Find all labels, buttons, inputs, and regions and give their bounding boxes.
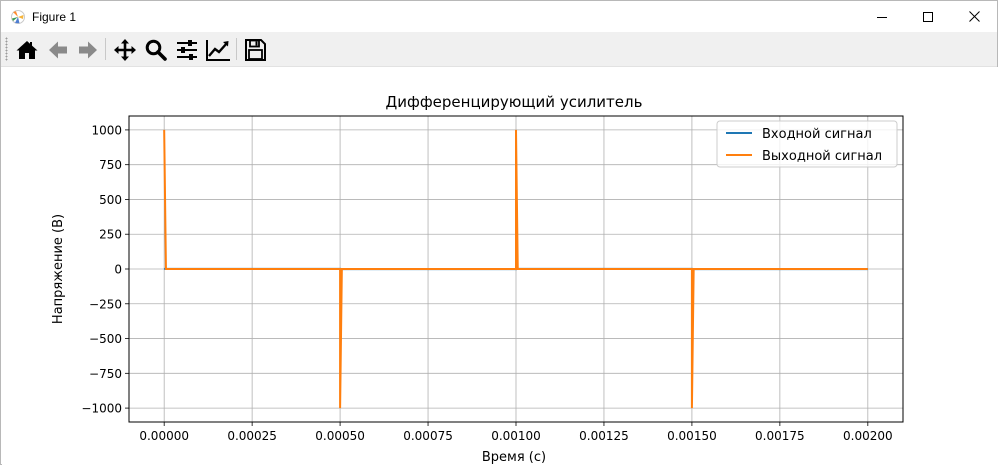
y-tick-label: 750: [99, 158, 122, 172]
close-icon: [969, 11, 980, 22]
minimize-button[interactable]: [859, 1, 905, 32]
y-tick-label: 1000: [91, 123, 122, 137]
maximize-icon: [923, 12, 933, 22]
y-tick-label: −1000: [81, 402, 122, 416]
y-axis-label: Напряжение (В): [51, 214, 66, 324]
save-button[interactable]: [242, 37, 268, 63]
edit-axis-button[interactable]: [205, 37, 231, 63]
toolbar-separator: [105, 38, 106, 60]
close-button[interactable]: [951, 1, 997, 32]
x-tick-label: 0.00175: [755, 429, 805, 443]
sliders-icon: [175, 38, 199, 62]
legend-label-1: Выходной сигнал: [762, 149, 882, 164]
navigation-toolbar: [1, 32, 997, 67]
toolbar-separator: [236, 38, 237, 60]
x-tick-label: 0.00200: [843, 429, 893, 443]
x-tick-label: 0.00025: [227, 429, 277, 443]
back-button[interactable]: [45, 37, 71, 63]
home-icon: [15, 38, 39, 62]
chart-title: Дифференцирующий усилитель: [386, 93, 643, 111]
x-tick-label: 0.00050: [315, 429, 365, 443]
y-axis: 1000 750 500 250 0 −250 −500 −750 −1000: [81, 123, 129, 415]
x-tick-label: 0.00075: [403, 429, 453, 443]
chart-svg[interactable]: Дифференцирующий усилитель 0.00000 0.0002…: [2, 67, 998, 466]
minimize-icon: [877, 12, 887, 22]
x-axis-label: Время (с): [482, 450, 546, 465]
y-tick-label: 250: [99, 228, 122, 242]
zoom-button[interactable]: [143, 37, 169, 63]
legend: Входной сигнал Выходной сигнал: [717, 121, 897, 167]
y-tick-label: −750: [89, 367, 122, 381]
y-tick-label: −250: [89, 297, 122, 311]
maximize-button[interactable]: [905, 1, 951, 32]
arrow-right-icon: [76, 38, 100, 62]
window-title: Figure 1: [32, 10, 76, 24]
y-tick-label: 0: [114, 263, 122, 277]
window-controls: [859, 1, 997, 32]
pan-button[interactable]: [112, 37, 138, 63]
figure-canvas[interactable]: Дифференцирующий усилитель 0.00000 0.0002…: [2, 67, 998, 466]
legend-label-0: Входной сигнал: [762, 127, 872, 142]
x-tick-label: 0.00125: [579, 429, 629, 443]
y-tick-label: −500: [89, 332, 122, 346]
subplots-button[interactable]: [174, 37, 200, 63]
forward-button[interactable]: [75, 37, 101, 63]
arrow-left-icon: [46, 38, 70, 62]
y-tick-label: 500: [99, 193, 122, 207]
floppy-disk-icon: [243, 38, 267, 62]
title-bar[interactable]: Figure 1: [1, 1, 997, 32]
search-icon: [144, 38, 168, 62]
x-tick-label: 0.00150: [667, 429, 717, 443]
move-icon: [113, 38, 137, 62]
matplotlib-icon: [10, 9, 26, 25]
line-chart-icon: [205, 38, 231, 62]
home-button[interactable]: [14, 37, 40, 63]
x-axis: 0.00000 0.00025 0.00050 0.00075 0.00100 0.001…: [139, 422, 892, 443]
x-tick-label: 0.00000: [139, 429, 189, 443]
x-tick-label: 0.00100: [491, 429, 541, 443]
toolbar-grip[interactable]: [5, 37, 8, 61]
